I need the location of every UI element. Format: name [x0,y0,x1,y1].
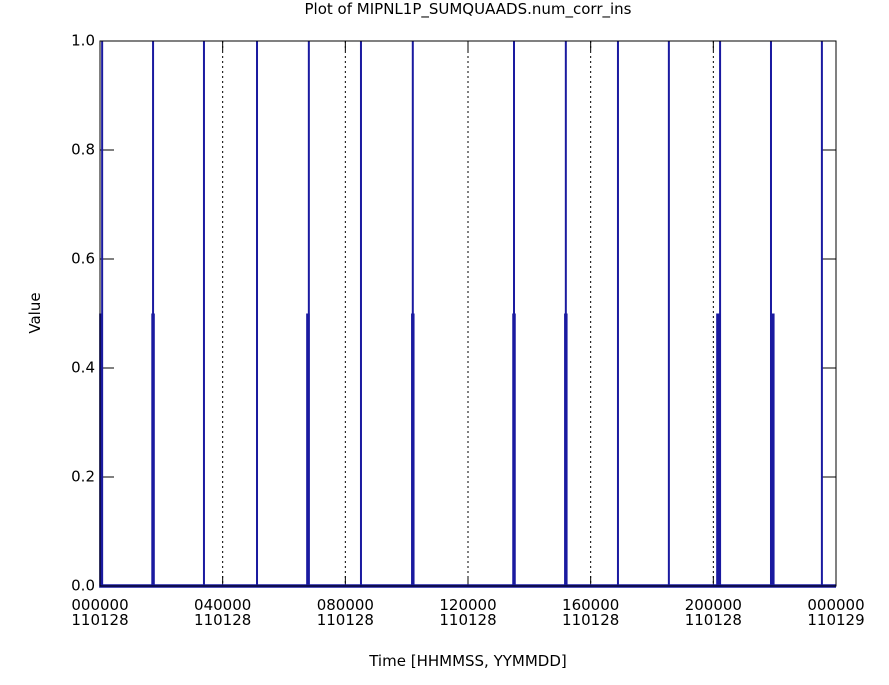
y-axis-label: Value [26,292,44,333]
x-tick-label: 000000 110128 [71,596,128,629]
y-tick-label: 1.0 [71,32,95,50]
plot-frame [99,40,837,587]
y-tick-label: 0.8 [71,141,95,159]
x-tick-label: 160000 110128 [562,596,619,629]
x-tick-label: 080000 110128 [317,596,374,629]
x-tick-label: 040000 110128 [194,596,251,629]
y-tick-label: 0.4 [71,359,95,377]
x-tick-label: 120000 110128 [439,596,496,629]
y-tick-label: 0.6 [71,250,95,268]
x-tick-label: 200000 110128 [685,596,742,629]
chart-title: Plot of MIPNL1P_SUMQUAADS.num_corr_ins [305,0,632,19]
x-tick-label: 000000 110129 [807,596,864,629]
y-tick-label: 0.0 [71,577,95,595]
x-axis-label: Time [HHMMSS, YYMMDD] [368,652,567,670]
y-tick-label: 0.2 [71,468,95,486]
